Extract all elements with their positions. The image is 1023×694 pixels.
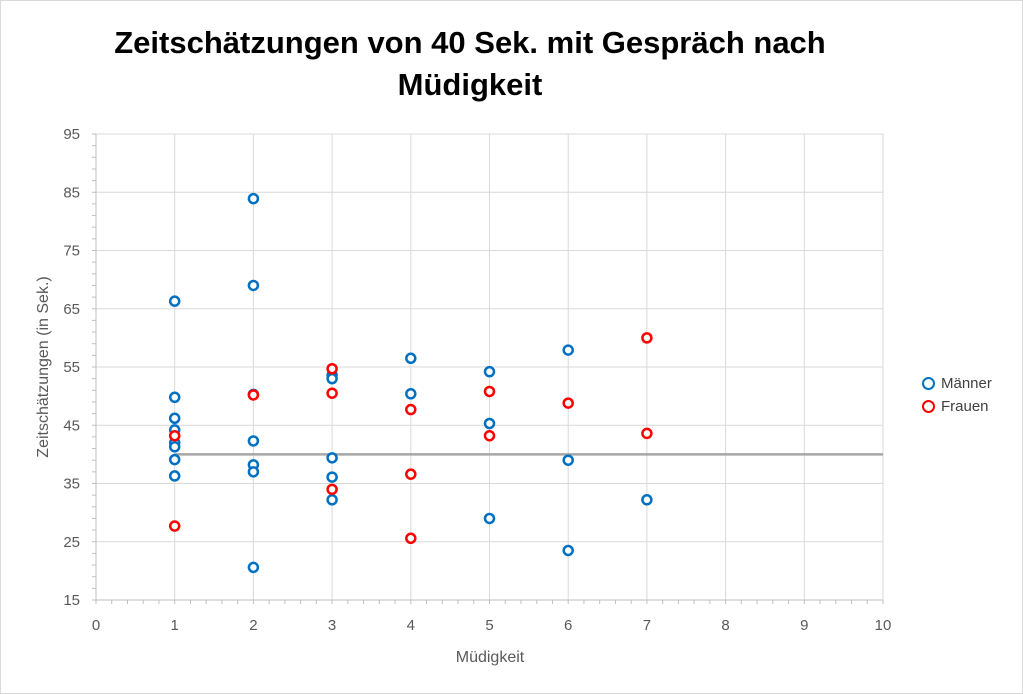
y-tick-label: 85: [63, 184, 80, 201]
x-tick-label: 2: [249, 617, 257, 634]
legend-label-maenner: Männer: [941, 374, 992, 392]
legend-item-maenner: Männer: [922, 372, 992, 394]
data-point-frauen: [405, 532, 417, 545]
x-tick-label: 0: [92, 617, 100, 634]
data-point-frauen: [326, 362, 338, 375]
x-tick-label: 4: [407, 617, 415, 634]
data-point-maenner: [326, 372, 338, 385]
data-point-frauen: [562, 397, 574, 409]
y-tick-label: 15: [63, 592, 80, 609]
x-tick-label: 1: [171, 617, 179, 634]
data-point-frauen: [247, 389, 260, 401]
y-tick-label: 45: [63, 417, 80, 434]
x-tick-label: 3: [328, 617, 336, 634]
data-point-maenner: [247, 192, 260, 205]
data-point-maenner: [562, 454, 574, 466]
y-tick-label: 65: [63, 301, 80, 318]
data-point-maenner: [483, 417, 496, 430]
data-point-maenner: [326, 494, 338, 506]
y-tick-label: 95: [63, 126, 80, 143]
x-tick-label: 7: [643, 617, 651, 634]
x-tick-label: 5: [485, 617, 493, 634]
y-tick-label: 35: [63, 476, 80, 493]
y-tick-label: 55: [63, 359, 80, 376]
data-point-maenner: [405, 388, 417, 400]
legend: Männer Frauen: [922, 372, 992, 417]
data-point-maenner: [483, 365, 496, 378]
data-point-maenner: [641, 494, 653, 506]
data-point-frauen: [483, 385, 496, 398]
data-point-frauen: [405, 468, 417, 480]
data-point-frauen: [641, 427, 653, 440]
data-point-maenner: [168, 412, 181, 425]
y-tick-label: 25: [63, 534, 80, 551]
legend-item-frauen: Frauen: [922, 395, 992, 417]
data-point-frauen: [168, 429, 181, 442]
data-point-maenner: [168, 453, 181, 466]
data-point-maenner: [483, 512, 496, 525]
data-point-frauen: [641, 332, 653, 344]
data-point-frauen: [483, 429, 496, 442]
data-point-maenner: [168, 470, 181, 482]
y-axis-title: Zeitschätzungen (in Sek.): [35, 276, 52, 457]
data-point-maenner: [326, 471, 338, 483]
x-tick-label: 8: [721, 617, 729, 634]
data-point-maenner: [168, 295, 181, 307]
data-point-maenner: [168, 391, 181, 404]
data-point-maenner: [247, 561, 260, 574]
x-tick-label: 9: [800, 617, 808, 634]
data-point-maenner: [562, 544, 574, 557]
y-tick-labels: 15 25 35 45 55 65 75 85 95: [63, 126, 80, 609]
x-tick-label: 6: [564, 617, 572, 634]
axes: [92, 133, 884, 604]
data-points: [168, 192, 653, 574]
data-point-frauen: [405, 403, 417, 416]
x-axis-title: Müdigkeit: [456, 649, 525, 666]
data-point-maenner: [247, 279, 260, 292]
legend-marker-maenner: [922, 376, 935, 390]
chart-title: Zeitschätzungen von 40 Sek. mit Gespräch…: [114, 25, 826, 102]
y-tick-label: 75: [63, 243, 80, 260]
legend-label-frauen: Frauen: [941, 397, 989, 415]
data-point-maenner: [247, 435, 260, 447]
data-point-maenner: [168, 441, 181, 453]
data-point-maenner: [405, 352, 417, 365]
x-tick-label: 10: [875, 617, 892, 634]
legend-marker-frauen: [922, 399, 935, 413]
data-point-frauen: [326, 387, 338, 399]
data-point-maenner: [247, 466, 260, 478]
data-point-maenner: [562, 344, 574, 356]
data-point-frauen: [326, 483, 338, 496]
data-point-maenner: [326, 452, 338, 464]
x-tick-labels: 0 1 2 3 4 5 6 7 8 9 10: [92, 617, 892, 634]
data-point-frauen: [168, 520, 181, 532]
